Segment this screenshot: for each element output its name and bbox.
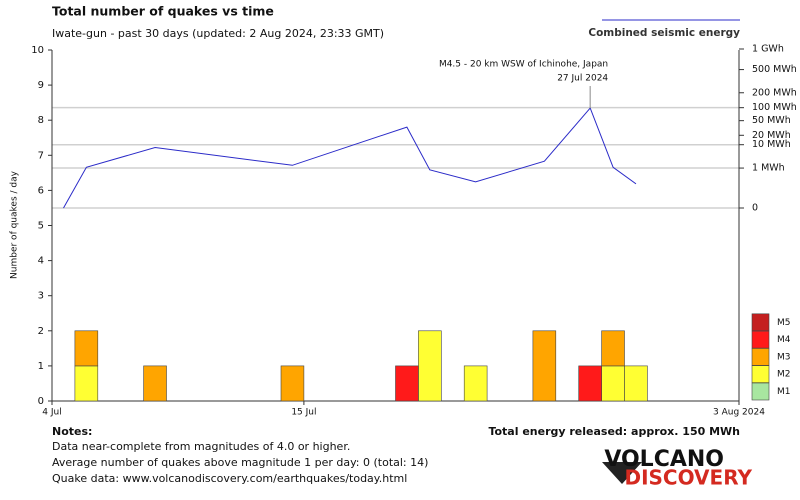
y2-tick-label: 1 MWh [752,163,785,174]
chart-subtitle: Iwate-gun - past 30 days (updated: 2 Aug… [52,27,384,40]
bar [395,365,419,402]
bar [74,365,99,402]
y2-tick-label: 20 MWh [752,130,791,141]
legend-swatch [751,313,770,332]
x-tick-label: 4 Jul [42,408,61,418]
energy-line [63,107,637,209]
bar [624,365,648,402]
bar [74,330,99,367]
bar [532,330,557,402]
y-tick-label: 10 [31,45,44,56]
notes-line: Average number of quakes above magnitude… [52,456,428,469]
legend-swatch [751,365,770,384]
bar [463,365,488,402]
y-tick-label: 3 [38,291,44,302]
legend-swatch [751,382,770,401]
y2-tick-label: 50 MWh [752,115,791,126]
notes-line: Quake data: www.volcanodiscovery.com/ear… [52,472,407,485]
logo-top: VOLCANO [604,447,724,472]
y2-tick-label: 100 MWh [752,102,797,113]
annotation-date: 27 Jul 2024 [557,74,608,84]
y2-tick-label: 10 MWh [752,139,791,150]
chart-title: Total number of quakes vs time [52,4,274,19]
y-tick-label: 8 [38,115,44,126]
y2-tick-label: 500 MWh [752,64,797,75]
legend-swatch [751,348,770,366]
x-tick-label: 3 Aug 2024 [713,408,765,418]
legend-label: M5 [777,318,791,328]
bar [280,365,305,402]
logo-bottom: DISCOVERY [624,466,752,490]
legend-label: M2 [777,370,791,380]
legend-swatch [751,330,770,349]
legend-label: M1 [777,387,791,397]
y-tick-label: 1 [38,361,44,372]
y2-tick-label: 200 MWh [752,87,797,98]
y2-tick-label: 1 GWh [752,44,784,55]
bar [578,365,602,402]
total-energy: Total energy released: approx. 150 MWh [488,425,740,438]
legend-label: M3 [777,352,791,362]
bar [601,330,625,367]
notes-title: Notes: [52,425,92,438]
y-tick-label: 7 [38,150,44,161]
y-tick-label: 6 [38,185,44,196]
bar [418,330,442,402]
y-tick-label: 2 [38,326,44,337]
bar [143,365,167,402]
y-tick-label: 0 [38,396,44,407]
bar [601,365,625,402]
y-tick-label: 4 [38,256,44,267]
logo-icon [602,462,642,484]
y2-tick-label: 0 [752,203,758,214]
y-axis-label: Number of quakes / day [10,170,20,279]
x-tick-label: 15 Jul [291,408,316,418]
y-tick-label: 9 [38,80,44,91]
y-tick-label: 5 [38,221,44,232]
annotation-text: M4.5 - 20 km WSW of Ichinohe, Japan [439,60,608,70]
legend-label: Combined seismic energy [588,27,740,39]
notes-line: Data near-complete from magnitudes of 4.… [52,440,350,453]
legend-label: M4 [777,335,791,345]
